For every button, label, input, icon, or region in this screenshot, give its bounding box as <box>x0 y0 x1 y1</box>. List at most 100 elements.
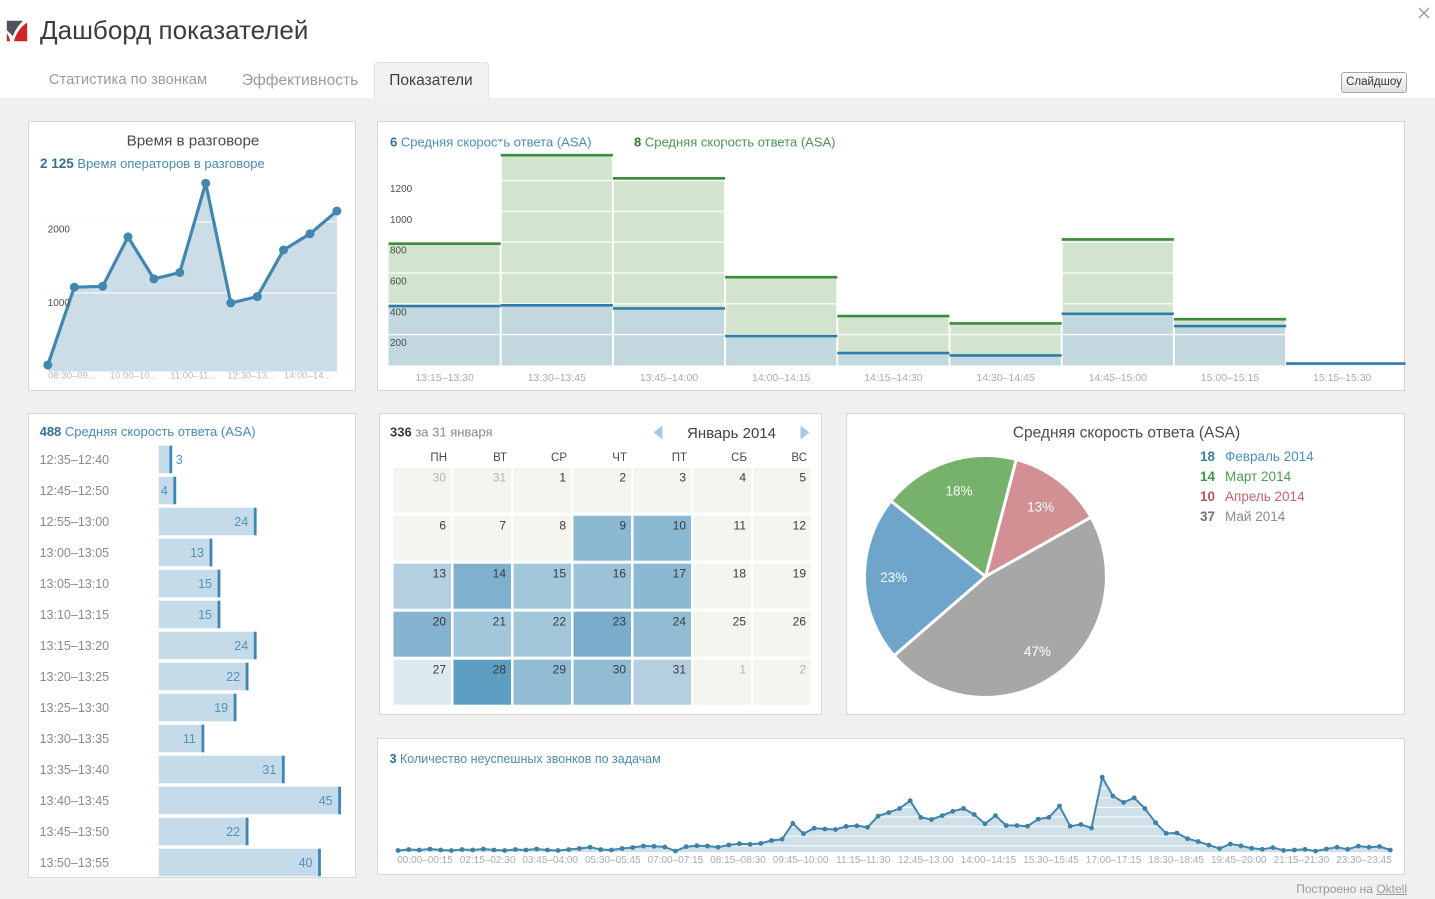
svg-text:15: 15 <box>198 608 212 622</box>
svg-text:23: 23 <box>612 614 626 628</box>
svg-text:12:45–12:50: 12:45–12:50 <box>40 484 110 498</box>
svg-text:ПН: ПН <box>430 452 447 464</box>
svg-text:400: 400 <box>390 307 407 318</box>
svg-text:1000: 1000 <box>48 298 71 309</box>
svg-text:2: 2 <box>619 470 626 484</box>
svg-text:13:45–14:00: 13:45–14:00 <box>640 372 699 384</box>
svg-text:6: 6 <box>439 518 446 532</box>
svg-text:13%: 13% <box>1027 499 1054 514</box>
svg-text:1: 1 <box>559 470 566 484</box>
svg-text:22: 22 <box>226 825 240 839</box>
svg-text:19: 19 <box>214 701 228 715</box>
svg-text:СБ: СБ <box>731 452 747 464</box>
svg-text:25: 25 <box>732 614 746 628</box>
svg-text:14:45–15:00: 14:45–15:00 <box>1089 372 1148 384</box>
svg-text:СР: СР <box>551 452 567 464</box>
svg-text:14:00–14...: 14:00–14... <box>284 371 332 382</box>
svg-text:14: 14 <box>1200 469 1216 484</box>
svg-text:12:55–13:00: 12:55–13:00 <box>40 515 110 529</box>
svg-text:09:45–10:00: 09:45–10:00 <box>773 855 829 866</box>
svg-text:13:30–13:45: 13:30–13:45 <box>528 372 587 384</box>
svg-text:2 125 Время операторов в разго: 2 125 Время операторов в разговоре <box>40 156 265 171</box>
svg-text:14:00–14:15: 14:00–14:15 <box>752 372 811 384</box>
svg-text:21:15–21:30: 21:15–21:30 <box>1274 855 1330 866</box>
svg-text:15:15–15:30: 15:15–15:30 <box>1313 372 1372 384</box>
svg-text:13:40–13:45: 13:40–13:45 <box>40 794 110 808</box>
svg-text:27: 27 <box>432 662 446 676</box>
svg-text:600: 600 <box>390 277 407 288</box>
svg-text:Май 2014: Май 2014 <box>1225 509 1286 524</box>
svg-text:13:50–13:55: 13:50–13:55 <box>40 856 110 870</box>
svg-text:31: 31 <box>492 470 506 484</box>
svg-text:05:30–05:45: 05:30–05:45 <box>585 855 641 866</box>
svg-text:26: 26 <box>792 614 806 628</box>
svg-text:08:15–08:30: 08:15–08:30 <box>710 855 766 866</box>
svg-text:17:00–17:15: 17:00–17:15 <box>1086 855 1142 866</box>
svg-text:15:00–15:15: 15:00–15:15 <box>1201 372 1260 384</box>
svg-text:45: 45 <box>319 794 333 808</box>
svg-text:03:45–04:00: 03:45–04:00 <box>522 855 578 866</box>
svg-text:16: 16 <box>612 566 626 580</box>
svg-text:23%: 23% <box>880 570 907 585</box>
svg-text:14:15–14:30: 14:15–14:30 <box>864 372 923 384</box>
svg-text:18:30–18:45: 18:30–18:45 <box>1148 855 1204 866</box>
svg-text:ПТ: ПТ <box>671 452 686 464</box>
svg-text:8: 8 <box>559 518 566 532</box>
svg-text:1200: 1200 <box>390 184 413 195</box>
svg-text:28: 28 <box>492 662 506 676</box>
svg-text:2: 2 <box>799 662 806 676</box>
svg-text:18: 18 <box>1200 449 1216 464</box>
svg-text:11:00–11...: 11:00–11... <box>170 371 216 382</box>
svg-text:ВС: ВС <box>791 452 807 464</box>
svg-text:18: 18 <box>732 566 746 580</box>
svg-text:13:45–13:50: 13:45–13:50 <box>40 825 110 839</box>
svg-text:13:20–13:25: 13:20–13:25 <box>40 670 110 684</box>
svg-text:22: 22 <box>226 670 240 684</box>
svg-text:31: 31 <box>672 662 686 676</box>
svg-text:1000: 1000 <box>390 215 413 226</box>
svg-text:200: 200 <box>390 338 407 349</box>
svg-text:336 за 31 января: 336 за 31 января <box>390 424 493 439</box>
svg-text:1: 1 <box>739 662 746 676</box>
svg-text:6 Средняя скорость ответа (ASA: 6 Средняя скорость ответа (ASA) <box>390 135 592 150</box>
svg-text:9: 9 <box>619 518 626 532</box>
svg-text:19:45–20:00: 19:45–20:00 <box>1211 855 1267 866</box>
svg-text:11: 11 <box>183 732 196 746</box>
svg-text:30: 30 <box>612 662 626 676</box>
svg-text:11: 11 <box>733 518 746 532</box>
svg-text:8 Средняя скорость ответа (ASA: 8 Средняя скорость ответа (ASA) <box>634 135 836 150</box>
svg-text:3: 3 <box>176 453 183 467</box>
svg-text:13:05–13:10: 13:05–13:10 <box>40 577 110 591</box>
svg-text:14: 14 <box>492 566 506 580</box>
svg-text:4: 4 <box>161 484 168 498</box>
svg-text:18%: 18% <box>945 483 972 498</box>
svg-text:29: 29 <box>552 662 566 676</box>
svg-text:4: 4 <box>739 470 746 484</box>
svg-text:13:35–13:40: 13:35–13:40 <box>40 763 110 777</box>
svg-text:13:15–13:30: 13:15–13:30 <box>415 372 474 384</box>
svg-text:3: 3 <box>679 470 686 484</box>
svg-text:24: 24 <box>234 515 248 529</box>
svg-text:24: 24 <box>234 639 248 653</box>
svg-text:12:30–13...: 12:30–13... <box>227 371 275 382</box>
svg-text:15:30–15:45: 15:30–15:45 <box>1023 855 1079 866</box>
svg-text:08:30–09...: 08:30–09... <box>48 371 96 382</box>
svg-text:20: 20 <box>432 614 446 628</box>
svg-text:Средняя скорость ответа (ASA): Средняя скорость ответа (ASA) <box>1013 424 1240 441</box>
svg-text:14:30–14:45: 14:30–14:45 <box>976 372 1035 384</box>
svg-text:800: 800 <box>390 246 407 257</box>
svg-text:07:00–07:15: 07:00–07:15 <box>648 855 704 866</box>
svg-text:13:10–13:15: 13:10–13:15 <box>40 608 110 622</box>
svg-text:24: 24 <box>672 614 686 628</box>
svg-text:30: 30 <box>432 470 446 484</box>
svg-text:10:00–10...: 10:00–10... <box>110 371 158 382</box>
svg-text:23:30–23:45: 23:30–23:45 <box>1336 855 1392 866</box>
svg-text:22: 22 <box>552 614 566 628</box>
svg-text:Время в разговоре: Время в разговоре <box>127 132 260 149</box>
svg-text:13:15–13:20: 13:15–13:20 <box>40 639 110 653</box>
svg-text:31: 31 <box>262 763 276 777</box>
svg-text:488 Средняя скорость ответа (A: 488 Средняя скорость ответа (ASA) <box>40 424 256 439</box>
svg-text:47%: 47% <box>1024 644 1051 659</box>
svg-text:21: 21 <box>492 614 506 628</box>
svg-text:13:25–13:30: 13:25–13:30 <box>40 701 110 715</box>
